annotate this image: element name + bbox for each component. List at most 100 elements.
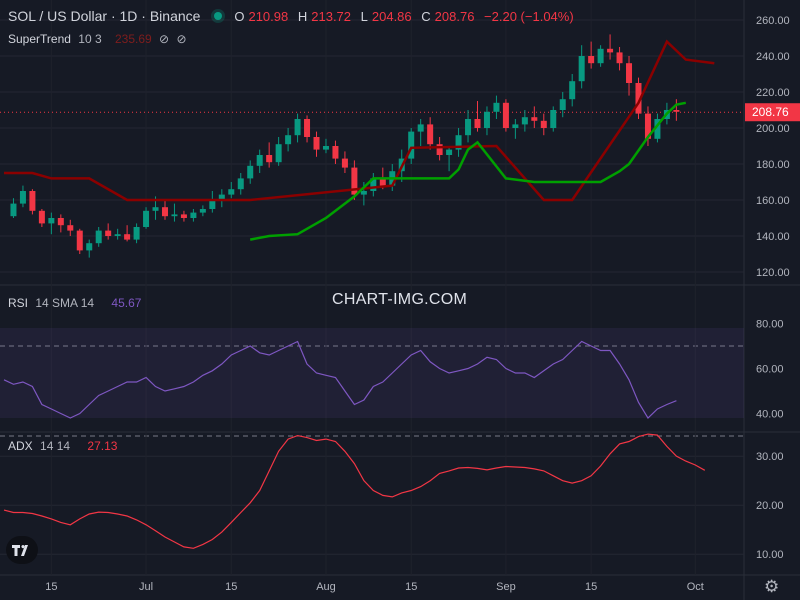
adx-layer (3, 433, 706, 549)
high-value: 213.72 (311, 9, 352, 24)
candle-body (493, 102, 500, 112)
candle-body (635, 83, 642, 114)
rsi-tick-label: 60.00 (756, 364, 784, 376)
rsi-tick-label: 40.00 (756, 409, 784, 421)
candle-body (209, 200, 216, 209)
candle-body (512, 124, 519, 128)
adx-tick-label: 30.00 (756, 451, 784, 463)
candle-body (673, 110, 680, 112)
candle-body (190, 212, 197, 218)
candle-body (29, 191, 36, 211)
x-tick-label: 15 (405, 581, 417, 593)
y-tick-label: 160.00 (756, 195, 790, 207)
low-label: L (360, 9, 368, 24)
supertrend-legend[interactable]: SuperTrend 10 3 235.69 ⊘ ⊘ (8, 32, 191, 46)
candle-body (171, 214, 178, 217)
candle-body (322, 146, 329, 150)
candle-body (152, 207, 159, 211)
eye-off-icon[interactable]: ⊘ (159, 32, 170, 46)
candle-body (474, 119, 481, 128)
x-tick-label: Aug (316, 581, 336, 593)
candle-body (483, 111, 490, 128)
adx-tick-label: 20.00 (756, 500, 784, 512)
rsi-tick-label: 80.00 (756, 319, 784, 331)
candle-body (133, 227, 140, 240)
market-status-icon (214, 12, 223, 20)
candle-body (143, 210, 150, 227)
candle-body (124, 234, 131, 240)
candle-body (379, 178, 386, 186)
price-tag (745, 103, 800, 122)
candle-body (332, 146, 339, 159)
candle-body (256, 155, 263, 166)
supertrend-value: 235.69 (114, 32, 152, 46)
candle-body (57, 218, 64, 226)
candle-body (559, 99, 566, 110)
candle-body (105, 230, 112, 236)
candle-body (19, 191, 26, 204)
gear-icon[interactable]: ⚙ (764, 577, 780, 596)
y-tick-label: 220.00 (756, 87, 790, 99)
candle-body (436, 144, 443, 155)
candle-body (597, 48, 604, 64)
open-value: 210.98 (248, 9, 289, 24)
y-tick-label: 140.00 (756, 231, 790, 243)
supertrend-params: 10 3 (78, 32, 102, 46)
candle-body (360, 191, 367, 195)
watermark: CHART-IMG.COM (332, 291, 468, 308)
candle-body (417, 124, 424, 132)
candle-body (285, 135, 292, 145)
y-tick-label: 240.00 (756, 51, 790, 63)
candle-body (180, 214, 187, 218)
candle-body (626, 63, 633, 83)
tradingview-logo[interactable] (6, 536, 38, 564)
candles-layer (10, 34, 680, 258)
candle-body (465, 119, 472, 136)
candle-body (304, 119, 311, 137)
candle-body (644, 113, 651, 139)
adx-line (3, 433, 706, 549)
candle-body (654, 119, 661, 139)
symbol-legend: SOL / US Dollar · 1D · Binance O 210.98 H… (8, 8, 584, 24)
candle-body (86, 243, 93, 251)
close-label: C (421, 9, 431, 24)
high-label: H (297, 9, 308, 24)
y-tick-label: 120.00 (756, 267, 790, 279)
candle-body (266, 155, 273, 163)
eye-off-icon[interactable]: ⊘ (176, 32, 187, 46)
x-tick-label: Oct (687, 581, 704, 593)
rsi-legend[interactable]: RSI 14 SMA 14 45.67 (8, 296, 145, 310)
candle-body (588, 56, 595, 64)
supertrend-down-line (4, 39, 715, 202)
low-value: 204.86 (371, 9, 412, 24)
price-axis: 260.00 240.00 220.00 200.00 180.00 160.00 140.… (745, 15, 800, 561)
x-tick-label: 15 (45, 581, 57, 593)
rsi-line (3, 340, 677, 419)
candle-body (228, 189, 235, 195)
close-value: 208.76 (434, 9, 475, 24)
candle-body (237, 178, 244, 190)
symbol-title[interactable]: SOL / US Dollar · 1D · Binance (8, 8, 201, 24)
supertrend-up-line (249, 101, 687, 241)
candle-body (455, 135, 462, 150)
price-tag-label: 208.76 (752, 105, 789, 119)
candle-body (48, 218, 55, 224)
x-tick-label: 15 (225, 581, 237, 593)
candle-body (370, 178, 377, 191)
candle-body (247, 165, 254, 179)
y-tick-label: 260.00 (756, 15, 790, 27)
candle-body (569, 81, 576, 100)
candle-body (616, 52, 623, 64)
rsi-layer (3, 340, 677, 419)
open-label: O (234, 9, 245, 24)
candle-body (502, 102, 509, 128)
candle-body (218, 194, 225, 200)
candle-body (446, 149, 453, 155)
adx-legend[interactable]: ADX 14 14 27.13 (8, 439, 121, 453)
candle-body (95, 230, 102, 244)
change-value: −2.20 (−1.04%) (484, 9, 574, 24)
candle-body (427, 124, 434, 145)
candle-body (540, 120, 547, 128)
